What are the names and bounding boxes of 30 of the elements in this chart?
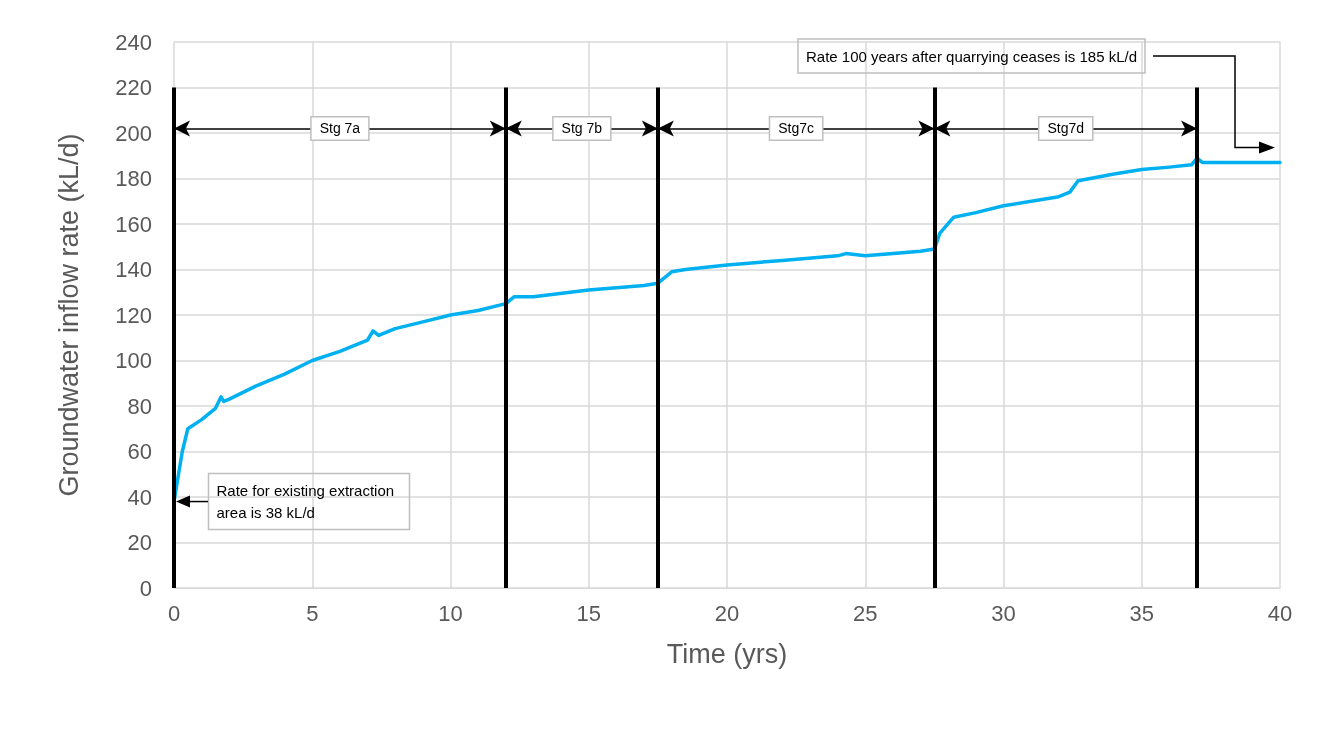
annotation: Rate 100 years after quarrying ceases is 185 kL/d [805,47,1137,65]
x-tick-label: 0 [167,600,181,626]
x-axis-title: Time (yrs) [666,638,788,669]
y-tick-label: 120 [115,302,152,328]
x-tick-label: 15 [576,600,601,626]
y-tick-label: 0 [139,575,152,601]
x-tick-label: 20 [714,600,740,626]
annotation: Stg 7a [319,120,361,137]
y-tick-label: 200 [115,120,152,146]
x-tick-label: 40 [1267,600,1293,626]
y-tick-label: 240 [115,29,152,55]
x-tick-label: 35 [1129,600,1154,626]
x-tick-label: 30 [991,600,1016,626]
x-tick-label: 25 [853,600,878,626]
annotation: Stg 7b [561,120,603,137]
y-tick-label: 220 [115,75,152,100]
y-tick-label: 140 [115,257,152,282]
y-tick-label: 80 [127,393,152,419]
y-tick-label: 20 [127,530,152,555]
annotation: Rate for existing extraction area is 38 kL/d [216,482,399,522]
x-tick-label: 10 [438,600,463,626]
y-tick-label: 160 [115,211,152,237]
annotation: Stg7c [778,120,815,137]
y-tick-label: 60 [127,439,152,464]
x-tick-label: 5 [306,600,319,626]
annotation: Stg7d [1047,120,1085,137]
y-axis-title: Groundwater inflow rate (kL/d) [53,133,84,497]
y-tick-label: 180 [115,166,152,191]
y-tick-label: 40 [127,484,152,510]
y-tick-label: 100 [115,348,152,373]
